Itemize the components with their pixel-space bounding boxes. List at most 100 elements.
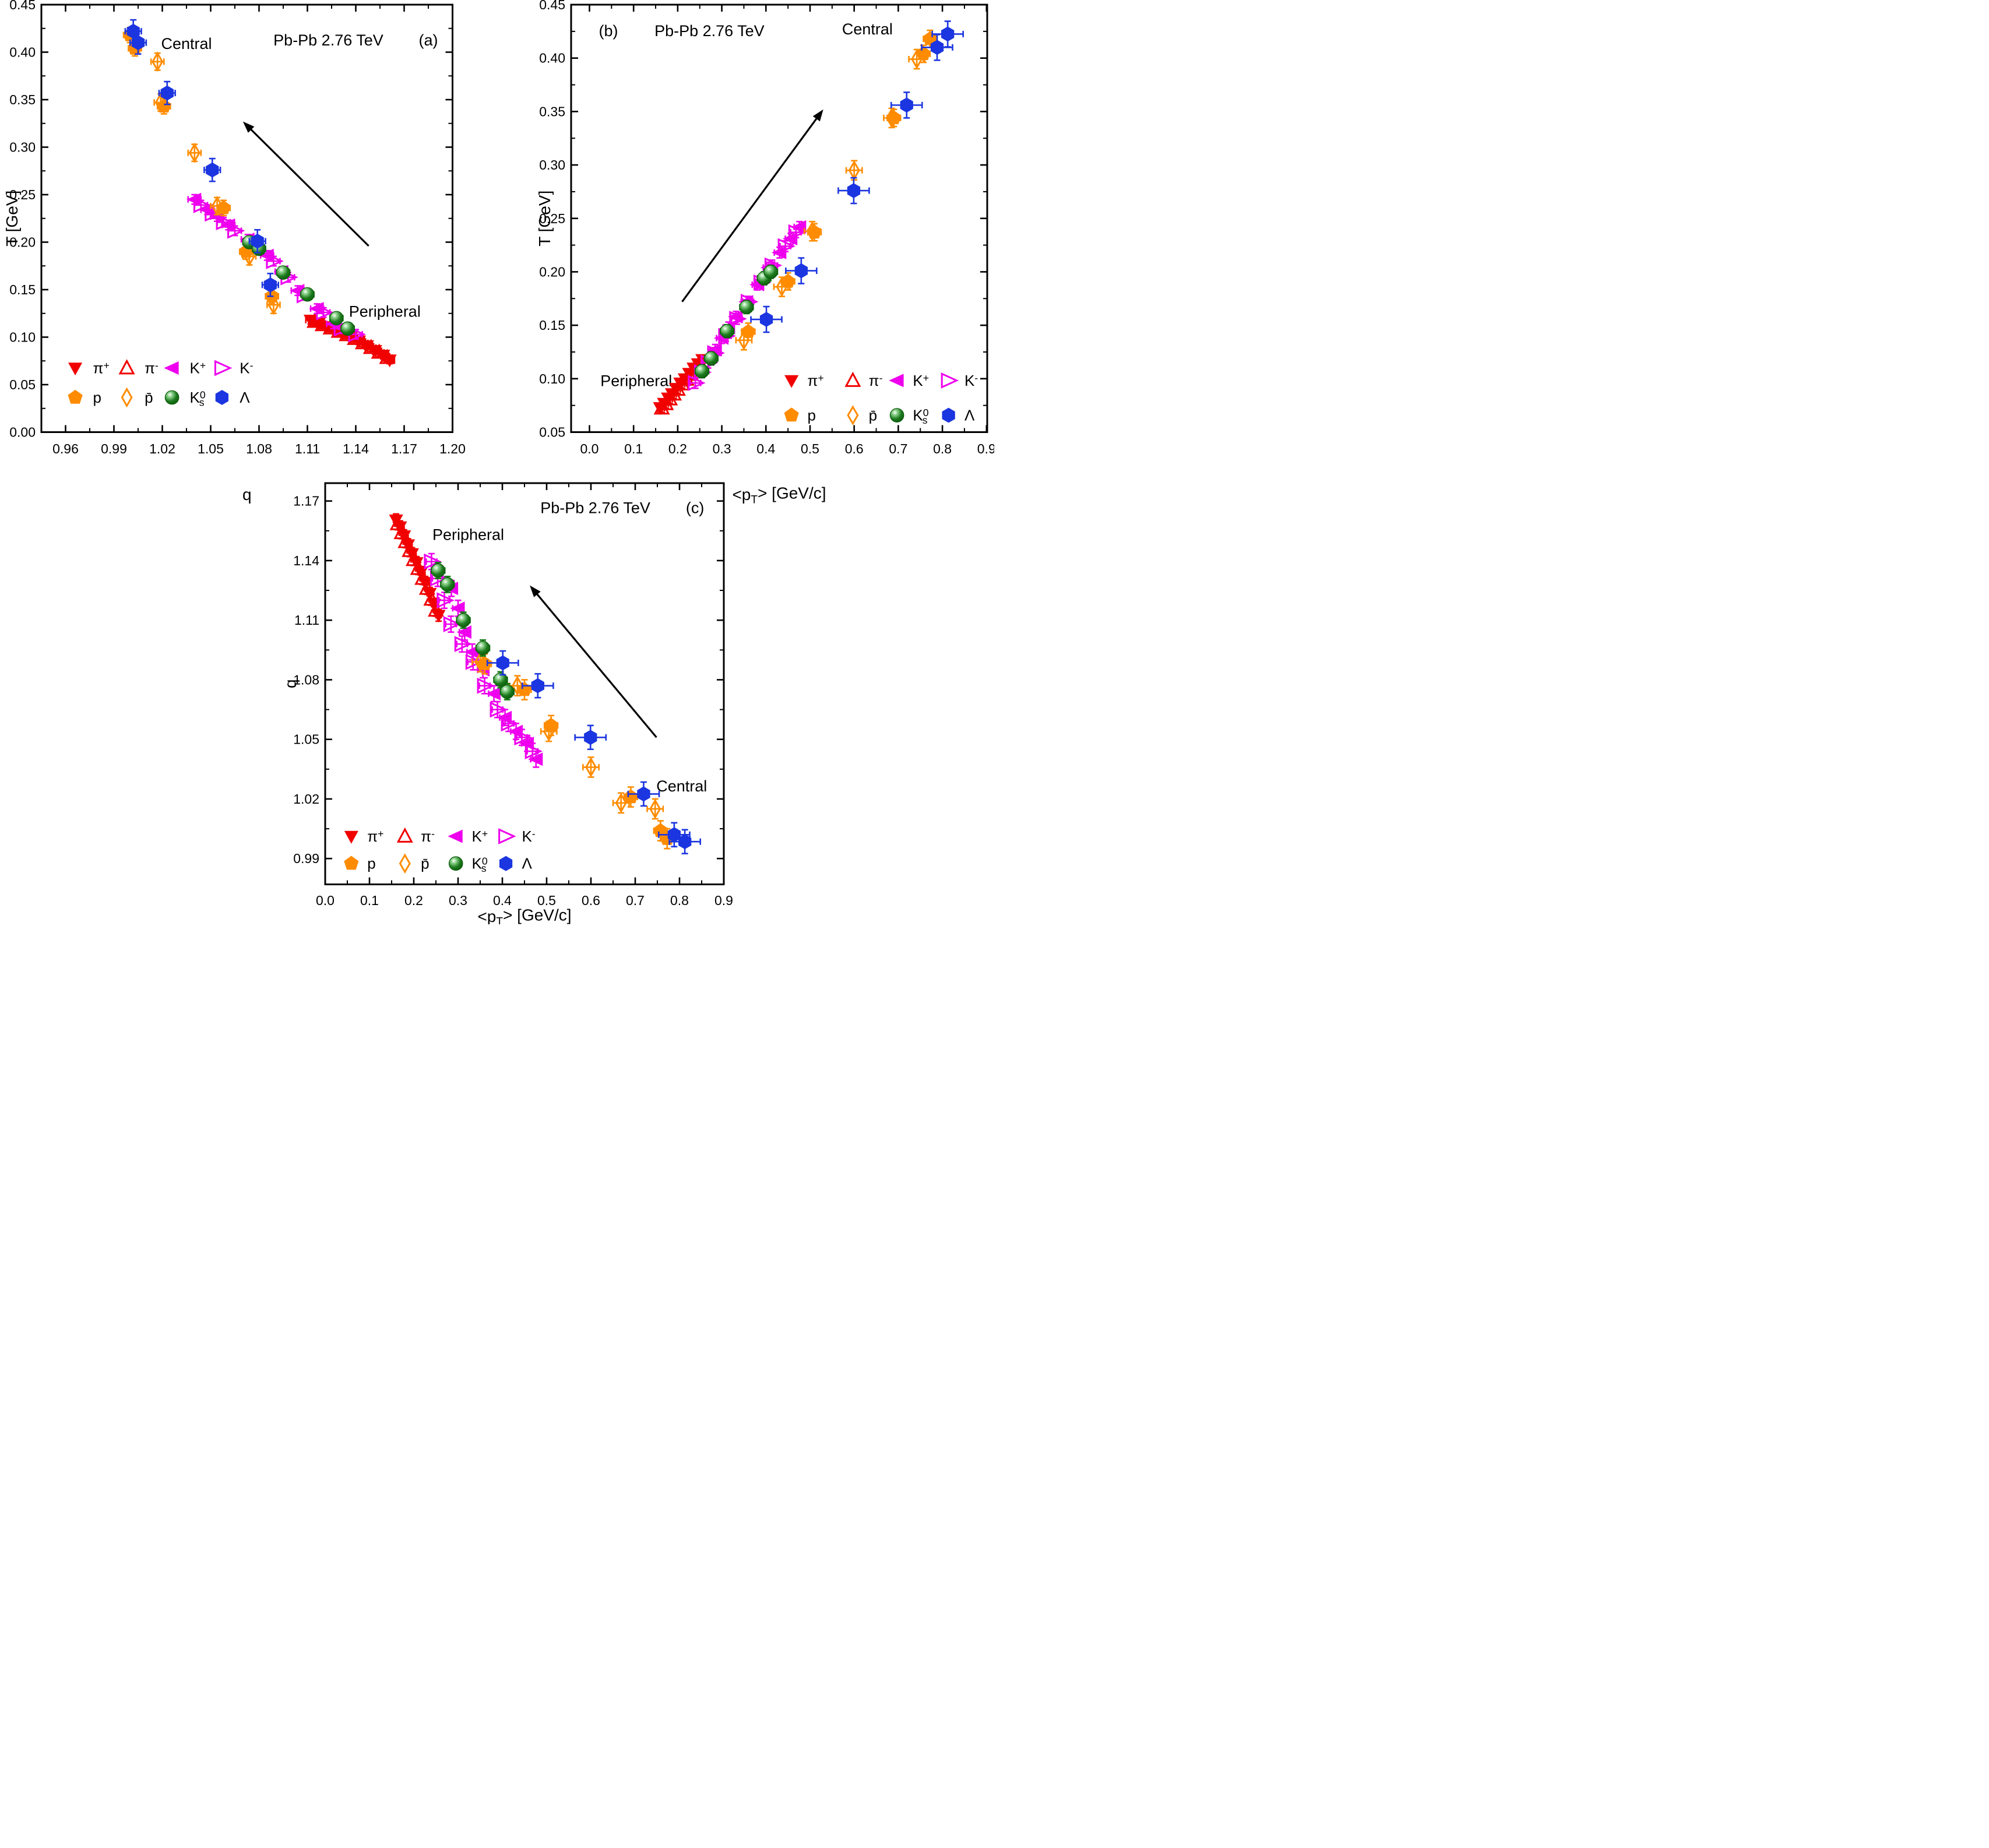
- x-tick-label: 0.4: [493, 893, 512, 908]
- legend-item-K-plus: K+: [448, 828, 488, 845]
- legend-label-p: p: [93, 389, 101, 406]
- legend-item-p-bar: p̄: [399, 853, 430, 874]
- legend-label-pi-plus: π+: [807, 372, 823, 389]
- x-axis: 0.0 0.1 0.2 0.3 0.4 0.5 0.6 0.7 0.8 0.9: [580, 5, 996, 456]
- plot-frame: [570, 3, 988, 433]
- x-tick-label: 0.1: [624, 441, 643, 456]
- x-tick-label: 0.9: [714, 893, 733, 908]
- y-tick-label: 0.05: [539, 425, 565, 440]
- legend-item-p-bar: p̄: [847, 405, 877, 425]
- legend-item-pi-plus: π+: [784, 372, 824, 389]
- x-tick-label: 0.3: [449, 893, 467, 908]
- x-tick-label: 0.9: [977, 441, 994, 456]
- legend: π+ π- K+ K-p p̄ K0 s Λ: [68, 359, 254, 408]
- x-tick-label: 1.17: [391, 441, 417, 456]
- legend-item-K-plus: K+: [164, 359, 206, 376]
- x-tick-label: 0.3: [713, 441, 731, 456]
- label-peripheral: Peripheral: [349, 302, 421, 320]
- legend-label-pi-plus: π+: [93, 359, 110, 376]
- legend-item-p: p: [344, 855, 376, 872]
- label-central: Central: [161, 35, 212, 52]
- legend-label-K-plus: K+: [472, 828, 488, 845]
- y-tick-label: 0.45: [9, 0, 36, 12]
- series-Lambda: [486, 650, 702, 854]
- legend-label-K0s: K0 s: [190, 389, 206, 408]
- x-tick-label: 0.5: [801, 441, 819, 456]
- label-central: Central: [656, 777, 707, 795]
- y-tick-label: 1.11: [294, 613, 319, 628]
- figure-root: 0.96 0.99 1.02 1.05 1.08 1.11 1.14 1.17 1.20 0.00…: [0, 0, 996, 928]
- legend-label-pi-minus: π-: [421, 828, 435, 845]
- panel-letter: (b): [599, 22, 618, 40]
- panel-a: 0.96 0.99 1.02 1.05 1.08 1.11 1.14 1.17 1.200.00…: [3, 0, 466, 504]
- legend-label-K-minus: K-: [522, 828, 535, 845]
- series-p: [741, 29, 938, 342]
- x-tick-label: 0.8: [670, 893, 689, 908]
- legend-label-pi-minus: π-: [869, 372, 883, 389]
- y-tick-label: 0.99: [293, 851, 319, 866]
- series-p-bar: [150, 51, 281, 315]
- x-tick-label: 0.0: [316, 893, 335, 908]
- x-axis-title: q: [242, 485, 252, 504]
- x-tick-label: 0.6: [845, 441, 864, 456]
- legend-item-pi-minus: π-: [844, 371, 883, 389]
- legend-item-K-minus: K-: [498, 828, 536, 845]
- x-tick-label: 0.6: [582, 893, 600, 908]
- legend-label-K-plus: K+: [190, 359, 206, 376]
- x-tick-label: 0.99: [101, 441, 127, 456]
- x-axis-title: <pT> [GeV/c]: [477, 906, 571, 924]
- y-tick-label: 0.20: [539, 264, 565, 279]
- label-peripheral: Peripheral: [432, 526, 504, 544]
- y-axis: 0.00 0.05 0.10 0.15 0.20 0.25 0.30 0.35 0.40 0.45: [9, 0, 453, 440]
- y-tick-label: 0.35: [9, 92, 36, 107]
- legend-item-pi-minus: π-: [118, 359, 159, 376]
- legend-item-K0s: K0 s: [164, 389, 206, 408]
- legend-item-K-minus: K-: [214, 359, 254, 376]
- y-tick-label: 1.08: [293, 672, 319, 687]
- legend: π+ π- K+ K-p p̄ K0 s Λ: [344, 827, 536, 874]
- direction-arrow: [242, 121, 369, 247]
- series-p-bar: [735, 48, 926, 351]
- legend-label-K0s: K0 s: [472, 855, 488, 874]
- y-tick-label: 1.17: [293, 494, 319, 509]
- y-axis: 0.05 0.10 0.15 0.20 0.25 0.30 0.35 0.40 0.45: [539, 0, 987, 440]
- chart-title: Pb-Pb 2.76 TeV: [540, 499, 650, 517]
- y-tick-label: 0.15: [9, 282, 36, 297]
- figure-canvas: 0.96 0.99 1.02 1.05 1.08 1.11 1.14 1.17 1.200.00…: [3, 0, 996, 928]
- x-tick-label: 0.5: [537, 893, 556, 908]
- legend-item-p: p: [68, 389, 101, 406]
- legend-label-K-plus: K+: [913, 372, 929, 389]
- series-Lambda: [750, 20, 964, 333]
- x-tick-label: 0.2: [668, 441, 687, 456]
- y-axis-title: T [GeV]: [3, 191, 21, 247]
- series-pi-minus: [653, 355, 708, 415]
- x-tick-label: 0.1: [360, 893, 379, 908]
- legend-label-Lambda: Λ: [964, 407, 975, 424]
- x-axis: 0.96 0.99 1.02 1.05 1.08 1.11 1.14 1.17 1.20: [41, 5, 466, 456]
- y-tick-label: 1.05: [293, 732, 319, 747]
- legend-label-K0s: K0 s: [913, 407, 928, 426]
- series-K0s: [431, 562, 515, 701]
- panel-b: 0.0 0.1 0.2 0.3 0.4 0.5 0.6 0.7 0.8 0.90.050.100.…: [536, 0, 996, 506]
- legend-label-K-minus: K-: [240, 359, 253, 376]
- panel-letter: (a): [419, 31, 438, 49]
- y-tick-label: 0.15: [539, 318, 565, 333]
- x-tick-label: 0.2: [404, 893, 423, 908]
- y-tick-label: 0.25: [539, 211, 565, 226]
- legend-label-pi-plus: π+: [367, 828, 383, 845]
- legend: π+ π- K+ K-p p̄ K0 s Λ: [784, 371, 978, 426]
- x-tick-label: 1.14: [343, 441, 369, 456]
- legend-label-p-bar: p̄: [421, 855, 429, 872]
- x-tick-label: 0.8: [933, 441, 952, 456]
- legend-label-p: p: [807, 407, 815, 424]
- panel-letter: (c): [686, 499, 704, 517]
- chart-title: Pb-Pb 2.76 TeV: [654, 22, 765, 40]
- legend-label-Lambda: Λ: [522, 855, 532, 872]
- x-tick-label: 0.7: [889, 441, 907, 456]
- x-tick-label: 1.05: [198, 441, 224, 456]
- legend-item-Lambda: Λ: [215, 389, 250, 406]
- series-K-minus: [424, 552, 543, 761]
- direction-arrow: [681, 109, 823, 302]
- y-tick-label: 1.14: [293, 553, 319, 568]
- legend-item-Lambda: Λ: [942, 407, 975, 424]
